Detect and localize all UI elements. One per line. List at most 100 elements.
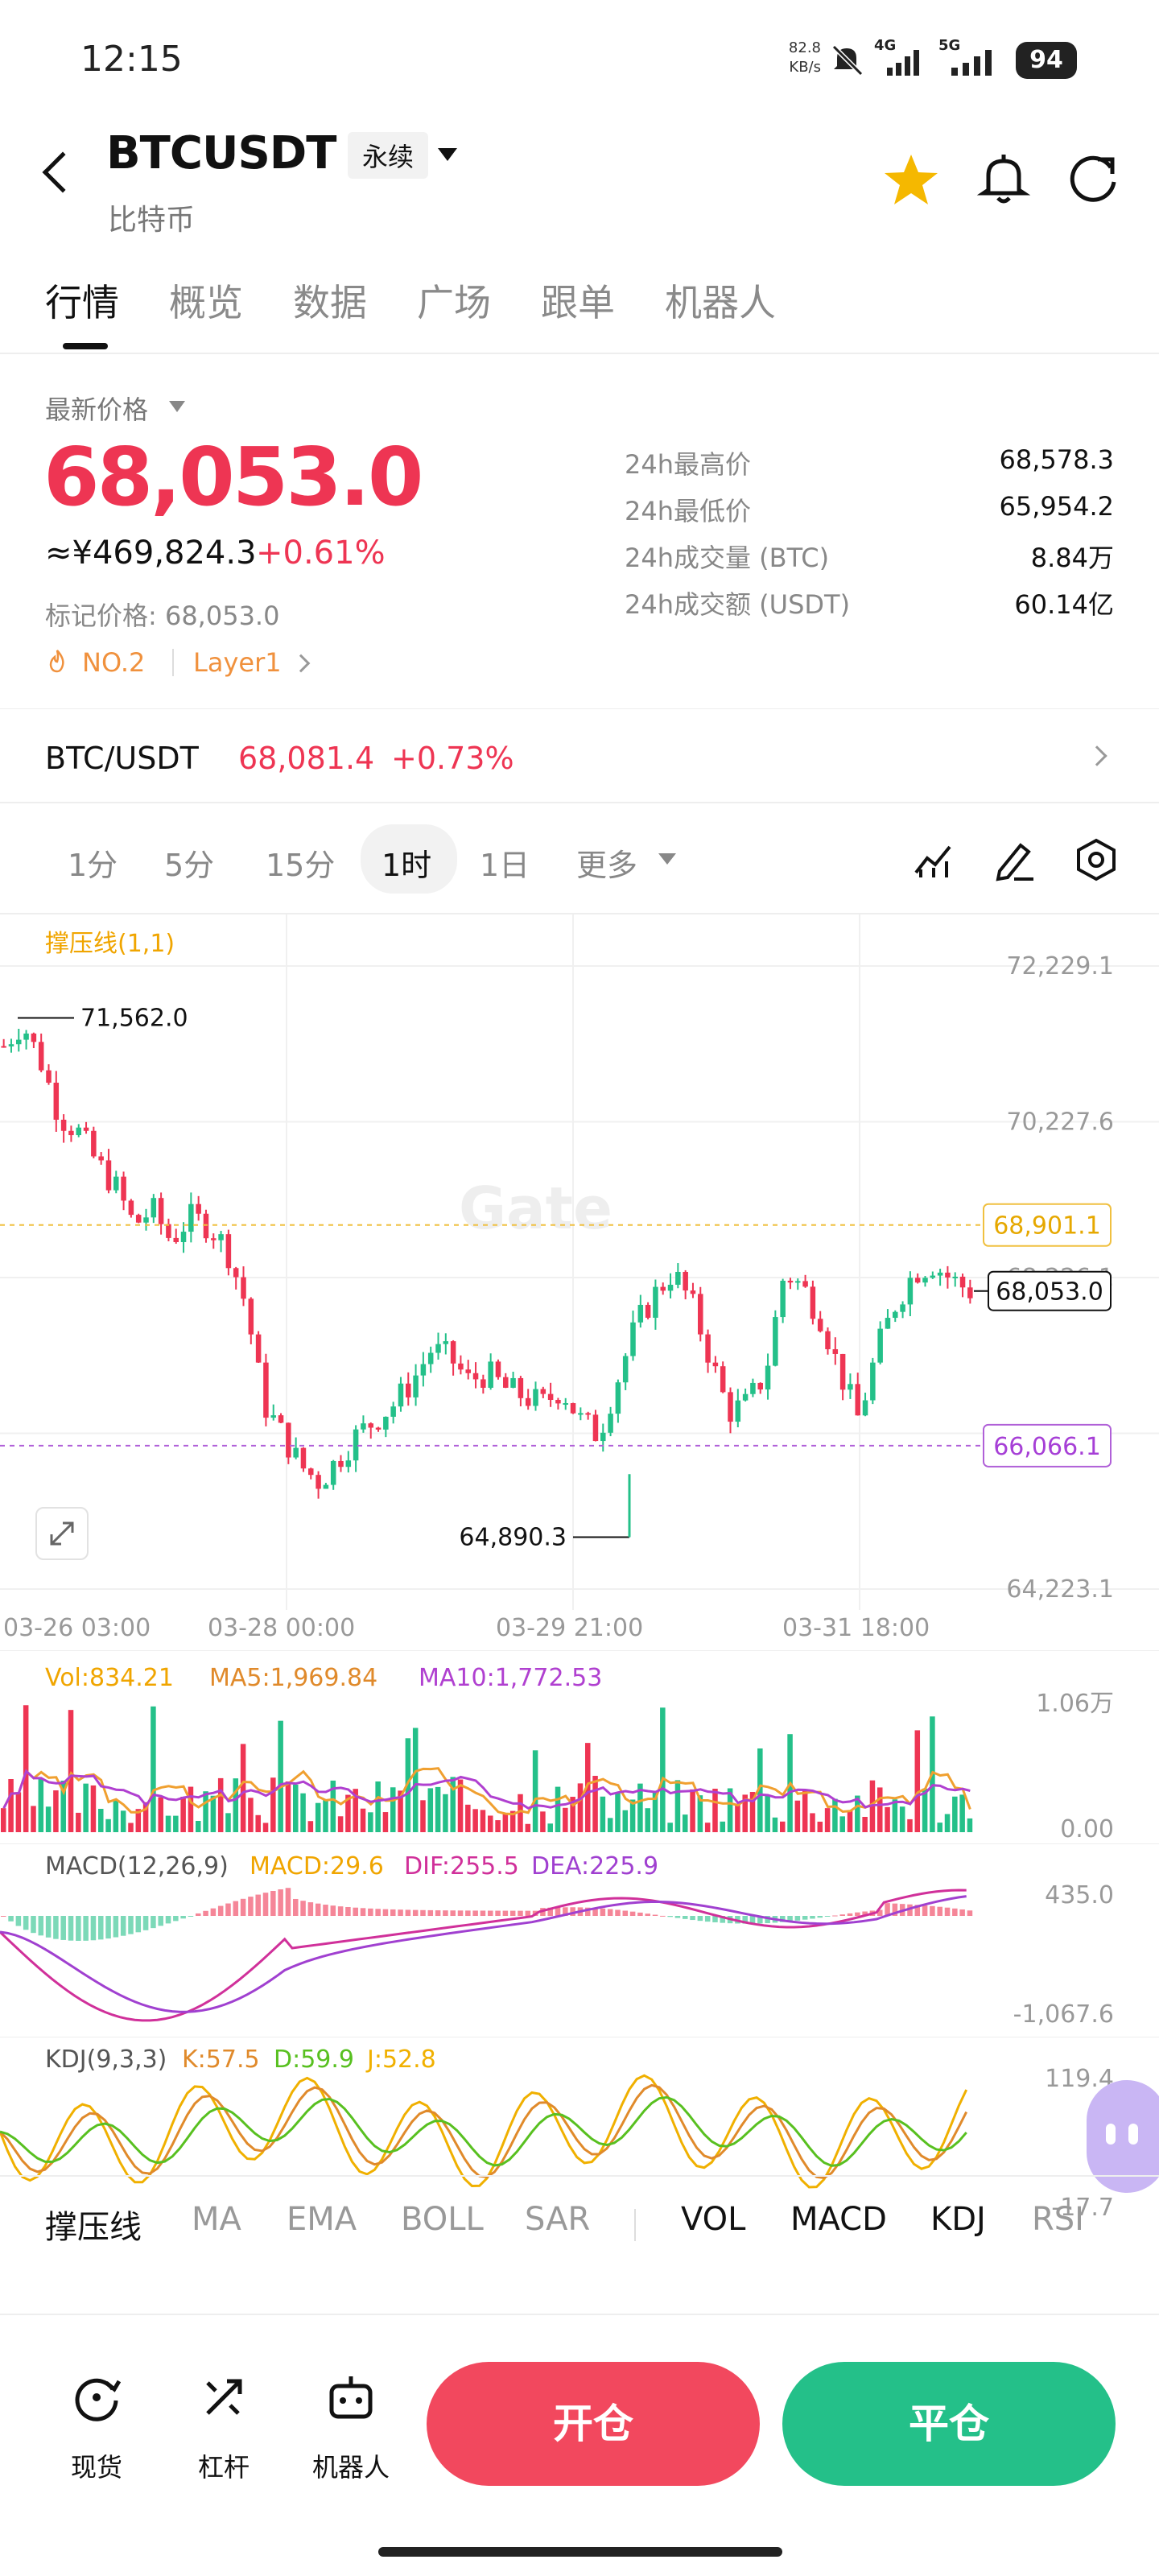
- leverage-icon[interactable]: [198, 2372, 250, 2423]
- interval-1h[interactable]: 1时: [382, 848, 432, 883]
- candlestick-chart[interactable]: Gate撑压线(1,1)72,229.170,227.668,226.164,2…: [0, 914, 1159, 1650]
- candle-body: [802, 1281, 808, 1287]
- latest-price-dropdown-icon[interactable]: [169, 401, 185, 412]
- indicator-ema[interactable]: EMA: [287, 2201, 357, 2238]
- interval-1m[interactable]: 1分: [68, 848, 118, 883]
- more-dropdown-icon[interactable]: [658, 853, 676, 865]
- nav-bots[interactable]: 机器人: [311, 2452, 390, 2483]
- assistant-bubble[interactable]: [1087, 2080, 1159, 2193]
- tab-bots[interactable]: 机器人: [665, 281, 776, 324]
- latest-price-label[interactable]: 最新价格: [45, 394, 149, 425]
- macd-histogram-bar: [690, 1916, 695, 1921]
- indicator-ma[interactable]: MA: [192, 2201, 241, 2238]
- candle-body: [46, 1070, 52, 1083]
- candle-body: [420, 1364, 427, 1376]
- tab-copy-trading[interactable]: 跟单: [541, 281, 615, 324]
- favorite-star-icon[interactable]: [882, 151, 940, 209]
- chevron-right-icon[interactable]: [291, 654, 311, 673]
- macd-histogram-bar: [930, 1905, 935, 1916]
- interval-15m[interactable]: 15分: [266, 848, 336, 883]
- fire-icon: [49, 650, 64, 673]
- draw-pen-icon[interactable]: [992, 837, 1037, 882]
- nav-leverage[interactable]: 杠杆: [197, 2452, 250, 2483]
- y-tick-label: 64,223.1: [1006, 1575, 1114, 1604]
- interval-more[interactable]: 更多: [576, 848, 638, 883]
- candle-body: [488, 1361, 493, 1388]
- volume-bar: [210, 1795, 217, 1832]
- volume-bar: [952, 1796, 958, 1832]
- volume-bar: [8, 1778, 14, 1832]
- candle-body: [855, 1384, 860, 1416]
- volume-bar: [585, 1743, 591, 1832]
- macd-chart[interactable]: MACD(12,26,9) MACD:29.6 DIF:255.5 DEA:225.9…: [0, 1843, 1159, 2037]
- volume-bar: [667, 1823, 673, 1832]
- symbol-title[interactable]: BTCUSDT: [106, 127, 336, 180]
- macd-histogram-bar: [8, 1916, 14, 1922]
- macd-title: MACD(12,26,9): [45, 1852, 229, 1880]
- alert-bell-icon[interactable]: [975, 150, 1032, 206]
- tab-overview[interactable]: 概览: [169, 281, 243, 324]
- rank-tag[interactable]: NO.2: [82, 647, 146, 678]
- indicator-sar[interactable]: SAR: [525, 2201, 591, 2238]
- divider: [0, 802, 1159, 803]
- home-indicator[interactable]: [378, 2547, 782, 2557]
- d-line: [0, 2095, 967, 2167]
- macd-histogram-bar: [375, 1909, 381, 1916]
- indicator-vol[interactable]: VOL: [681, 2201, 746, 2238]
- macd-histogram-bar: [262, 1893, 269, 1916]
- y-tick-label: -17.7: [1051, 2194, 1114, 2219]
- tab-square[interactable]: 广场: [417, 281, 491, 324]
- indicator-icon[interactable]: [911, 837, 956, 882]
- share-icon[interactable]: [1066, 150, 1122, 206]
- macd-histogram-bar: [435, 1910, 441, 1916]
- candle-body: [203, 1213, 209, 1239]
- spot-pair-label[interactable]: BTC/USDT: [45, 741, 199, 776]
- macd-histogram-bar: [877, 1909, 883, 1916]
- macd-histogram-bar: [210, 1908, 217, 1916]
- low-label: 64,890.3: [459, 1523, 567, 1551]
- sector-tag[interactable]: Layer1: [193, 647, 282, 678]
- macd-histogram-bar: [83, 1916, 89, 1941]
- volume-bar: [472, 1809, 478, 1832]
- volume-bar: [23, 1705, 29, 1832]
- volume-bar: [217, 1777, 224, 1832]
- indicator-divider: [634, 2209, 636, 2241]
- volume-chart[interactable]: Vol:834.21 MA5:1,969.84 MA10:1,772.53 1.06万…: [0, 1650, 1159, 1843]
- robot-icon[interactable]: [325, 2372, 377, 2423]
- nav-spot[interactable]: 现货: [70, 2452, 122, 2483]
- fullscreen-button[interactable]: [35, 1507, 89, 1560]
- open-position-button[interactable]: 开仓: [427, 2362, 760, 2486]
- contract-dropdown-icon[interactable]: [438, 148, 457, 161]
- x-tick-label: 03-31 18:00: [782, 1614, 930, 1642]
- indicator-macd[interactable]: MACD: [790, 2201, 887, 2238]
- macd-histogram-bar: [832, 1915, 838, 1917]
- candle-body: [510, 1377, 516, 1388]
- macd-histogram-bar: [427, 1909, 434, 1916]
- tab-market[interactable]: 行情: [45, 281, 119, 324]
- volume-bar: [862, 1816, 868, 1832]
- candle-body: [263, 1362, 269, 1418]
- candle-body: [1, 1046, 6, 1048]
- macd-histogram-bar: [563, 1907, 568, 1916]
- volume-bar: [330, 1780, 336, 1832]
- back-icon[interactable]: [42, 151, 84, 193]
- indicator-boll[interactable]: BOLL: [401, 2201, 484, 2238]
- indicator-kdj[interactable]: KDJ: [930, 2201, 986, 2238]
- indicator-rsi[interactable]: RSI: [1032, 2201, 1084, 2238]
- spot-icon[interactable]: [71, 2372, 122, 2423]
- indicator-sr[interactable]: 撑压线: [45, 2209, 142, 2246]
- candle-body: [645, 1304, 651, 1318]
- macd-histogram-bar: [53, 1916, 59, 1939]
- settings-hex-icon[interactable]: [1074, 837, 1119, 882]
- contract-type-tag[interactable]: 永续: [348, 132, 429, 179]
- candle-body: [225, 1234, 232, 1269]
- macd-histogram-bar: [765, 1916, 770, 1923]
- tab-data[interactable]: 数据: [293, 281, 367, 324]
- x-tick-label: 03-29 21:00: [496, 1614, 643, 1642]
- ma5-label: MA5:1,969.84: [209, 1664, 377, 1692]
- macd-histogram-bar: [652, 1914, 658, 1916]
- interval-1d[interactable]: 1日: [480, 848, 530, 883]
- close-position-button[interactable]: 平仓: [782, 2362, 1116, 2486]
- interval-5m[interactable]: 5分: [164, 848, 215, 883]
